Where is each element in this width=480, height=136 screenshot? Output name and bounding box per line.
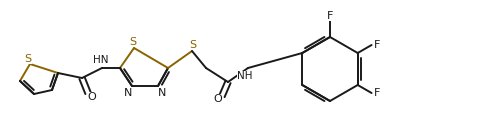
Text: N: N <box>157 88 166 98</box>
Text: F: F <box>326 11 333 21</box>
Text: F: F <box>372 88 379 98</box>
Text: S: S <box>24 54 32 64</box>
Text: F: F <box>372 40 379 50</box>
Text: O: O <box>213 94 222 104</box>
Text: N: N <box>123 88 132 98</box>
Text: S: S <box>129 37 136 47</box>
Text: HN: HN <box>93 55 108 65</box>
Text: NH: NH <box>237 71 252 81</box>
Text: O: O <box>87 92 96 102</box>
Text: S: S <box>189 40 196 50</box>
